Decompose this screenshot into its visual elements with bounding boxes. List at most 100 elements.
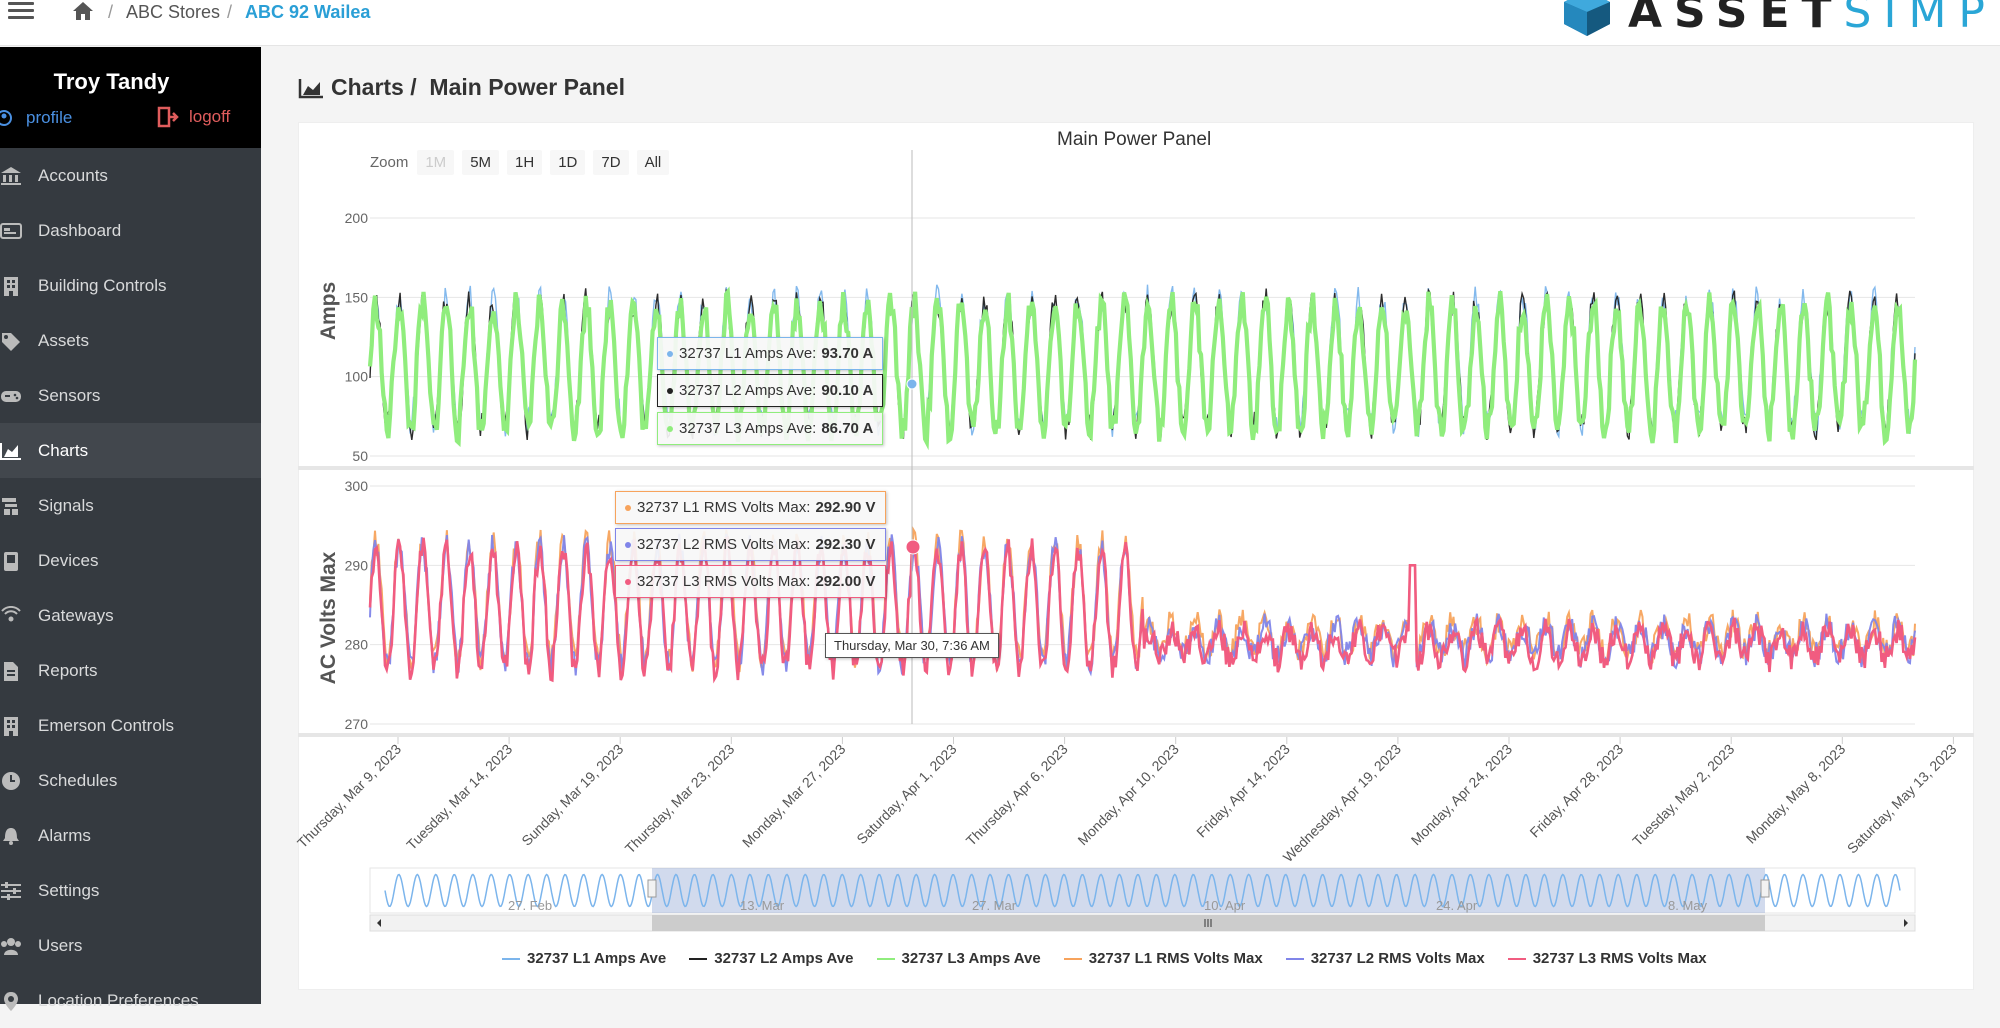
logo-text-asset: ASSET xyxy=(1628,0,1844,38)
sidebar-item-label: Schedules xyxy=(38,770,118,790)
sidebar-item-reports[interactable]: Reports xyxy=(0,643,261,698)
sidebar-item-label: Dashboard xyxy=(38,220,122,240)
breadcrumb-abc-stores[interactable]: ABC Stores xyxy=(126,2,221,22)
sidebar-item-charts[interactable]: Charts xyxy=(0,423,261,478)
gateway-icon xyxy=(1,605,21,621)
legend-swatch xyxy=(1507,957,1526,960)
legend-swatch xyxy=(1285,957,1304,960)
sidebar-item-label: Settings xyxy=(38,880,100,900)
sidebar-item-sensors[interactable]: Sensors xyxy=(0,368,261,423)
page-title-text: Main Power Panel xyxy=(429,74,625,100)
breadcrumb-separator: / xyxy=(227,2,233,22)
tooltip-amps-1: 32737 L1 Amps Ave:93.70 A xyxy=(657,337,884,370)
sidebar-item-schedules[interactable]: Schedules xyxy=(0,753,261,808)
tag-icon xyxy=(2,332,20,351)
sidebar-item-signals[interactable]: Signals xyxy=(0,478,261,533)
tooltip-value: 292.90 V xyxy=(815,499,876,516)
logo-text-simple: SIMPLE xyxy=(1843,0,2000,38)
tooltip-amps-2: 32737 L2 Amps Ave:90.10 A xyxy=(657,374,884,407)
legend-item[interactable]: 32737 L1 Amps Ave xyxy=(502,950,666,967)
sidebar-item-label: Location Preferences xyxy=(38,990,199,1010)
bank-icon xyxy=(1,166,21,185)
logoff-label: logoff xyxy=(189,107,231,126)
chart-legend: 32737 L1 Amps Ave 32737 L2 Amps Ave 32737 … xyxy=(502,950,1730,967)
sidebar-item-label: Alarms xyxy=(38,825,91,845)
tooltip-value: 292.30 V xyxy=(815,536,876,553)
tooltip-series-dot xyxy=(625,541,631,548)
zoom-7d-button[interactable]: 7D xyxy=(593,150,629,175)
tooltip-value: 90.10 A xyxy=(821,382,874,399)
sidebar-item-label: Sensors xyxy=(38,385,101,405)
legend-label: 32737 L2 Amps Ave xyxy=(714,950,854,967)
legend-swatch xyxy=(1063,957,1082,960)
sidebar-item-users[interactable]: Users xyxy=(0,918,261,973)
top-bar: / ABC Stores / ABC 92 Wailea ASSETSIMPLE xyxy=(0,0,2000,46)
legend-label: 32737 L2 RMS Volts Max xyxy=(1310,950,1485,967)
legend-item[interactable]: 32737 L3 Amps Ave xyxy=(876,950,1041,967)
sidebar-item-assets[interactable]: Assets xyxy=(0,313,261,368)
area-chart-icon xyxy=(298,78,323,98)
tooltip-series-dot xyxy=(625,578,631,585)
legend-swatch xyxy=(689,957,708,960)
report-icon xyxy=(4,661,18,681)
sidebar: Troy Tandy profile logoff Accounts Dashbo… xyxy=(0,47,261,1011)
legend-item[interactable]: 32737 L3 RMS Volts Max xyxy=(1507,950,1707,967)
legend-item[interactable]: 32737 L1 RMS Volts Max xyxy=(1063,950,1263,967)
sidebar-item-label: Users xyxy=(38,935,83,955)
breadcrumb-current-location[interactable]: ABC 92 Wailea xyxy=(245,2,371,22)
legend-swatch xyxy=(502,957,520,960)
building-icon xyxy=(4,276,18,296)
home-icon[interactable] xyxy=(72,1,94,21)
sidebar-item-location-preferences[interactable]: Location Preferences xyxy=(0,973,261,1028)
zoom-1m-button[interactable]: 1M xyxy=(417,150,455,175)
dashboard-icon xyxy=(0,222,22,239)
sliders-icon xyxy=(1,881,21,900)
logoff-link[interactable]: logoff xyxy=(157,106,230,128)
legend-item[interactable]: 32737 L2 RMS Volts Max xyxy=(1285,950,1485,967)
logo-gem-icon xyxy=(1564,0,1610,36)
area-chart-icon xyxy=(0,442,21,460)
hamburger-menu-icon[interactable] xyxy=(8,2,34,20)
user-box: Troy Tandy profile logoff xyxy=(0,47,261,148)
crosshair-date-label: Thursday, Mar 30, 7:36 AM xyxy=(825,633,999,658)
tooltip-volts-2: 32737 L2 RMS Volts Max:292.30 V xyxy=(615,528,886,561)
zoom-1d-button[interactable]: 1D xyxy=(550,150,586,175)
sidebar-item-label: Signals xyxy=(38,495,94,515)
legend-label: 32737 L3 RMS Volts Max xyxy=(1532,950,1707,967)
sidebar-item-label: Emerson Controls xyxy=(38,715,175,735)
tooltip-series-dot xyxy=(625,504,631,511)
sidebar-item-building-controls[interactable]: Building Controls xyxy=(0,258,261,313)
sidebar-item-gateways[interactable]: Gateways xyxy=(0,588,261,643)
sidebar-nav: Accounts Dashboard Building Controls Assets… xyxy=(0,148,261,1028)
chart-panel xyxy=(298,122,1974,990)
signal-icon xyxy=(2,497,18,515)
sidebar-item-settings[interactable]: Settings xyxy=(0,863,261,918)
sidebar-item-emerson-controls[interactable]: Emerson Controls xyxy=(0,698,261,753)
profile-link[interactable]: profile xyxy=(0,108,72,128)
sidebar-item-devices[interactable]: Devices xyxy=(0,533,261,588)
legend-item[interactable]: 32737 L2 Amps Ave xyxy=(689,950,854,967)
zoom-all-button[interactable]: All xyxy=(636,150,670,175)
tooltip-volts-3: 32737 L3 RMS Volts Max:292.00 V xyxy=(615,565,886,598)
zoom-label: Zoom xyxy=(370,154,409,171)
sidebar-item-dashboard[interactable]: Dashboard xyxy=(0,203,261,258)
zoom-5m-button[interactable]: 5M xyxy=(462,150,500,175)
breadcrumb-separator: / xyxy=(108,2,114,22)
asset-simple-logo: ASSETSIMPLE xyxy=(1560,0,2000,38)
zoom-1h-button[interactable]: 1H xyxy=(507,150,543,175)
tooltip-amps-3: 32737 L3 Amps Ave:86.70 A xyxy=(657,412,884,445)
sidebar-item-accounts[interactable]: Accounts xyxy=(0,148,261,203)
user-circle-icon xyxy=(0,110,12,126)
sidebar-item-label: Reports xyxy=(38,660,98,680)
sidebar-item-label: Gateways xyxy=(38,605,114,625)
tooltip-series-dot xyxy=(667,350,673,357)
sidebar-item-alarms[interactable]: Alarms xyxy=(0,808,261,863)
device-icon xyxy=(4,551,18,571)
gamepad-icon xyxy=(1,390,21,402)
tooltip-value: 93.70 A xyxy=(821,345,874,362)
legend-label: 32737 L1 RMS Volts Max xyxy=(1088,950,1263,967)
sidebar-item-label: Accounts xyxy=(38,165,108,185)
tooltip-series-name: 32737 L1 RMS Volts Max xyxy=(637,499,807,516)
profile-label: profile xyxy=(26,108,73,127)
bell-icon xyxy=(3,827,19,845)
